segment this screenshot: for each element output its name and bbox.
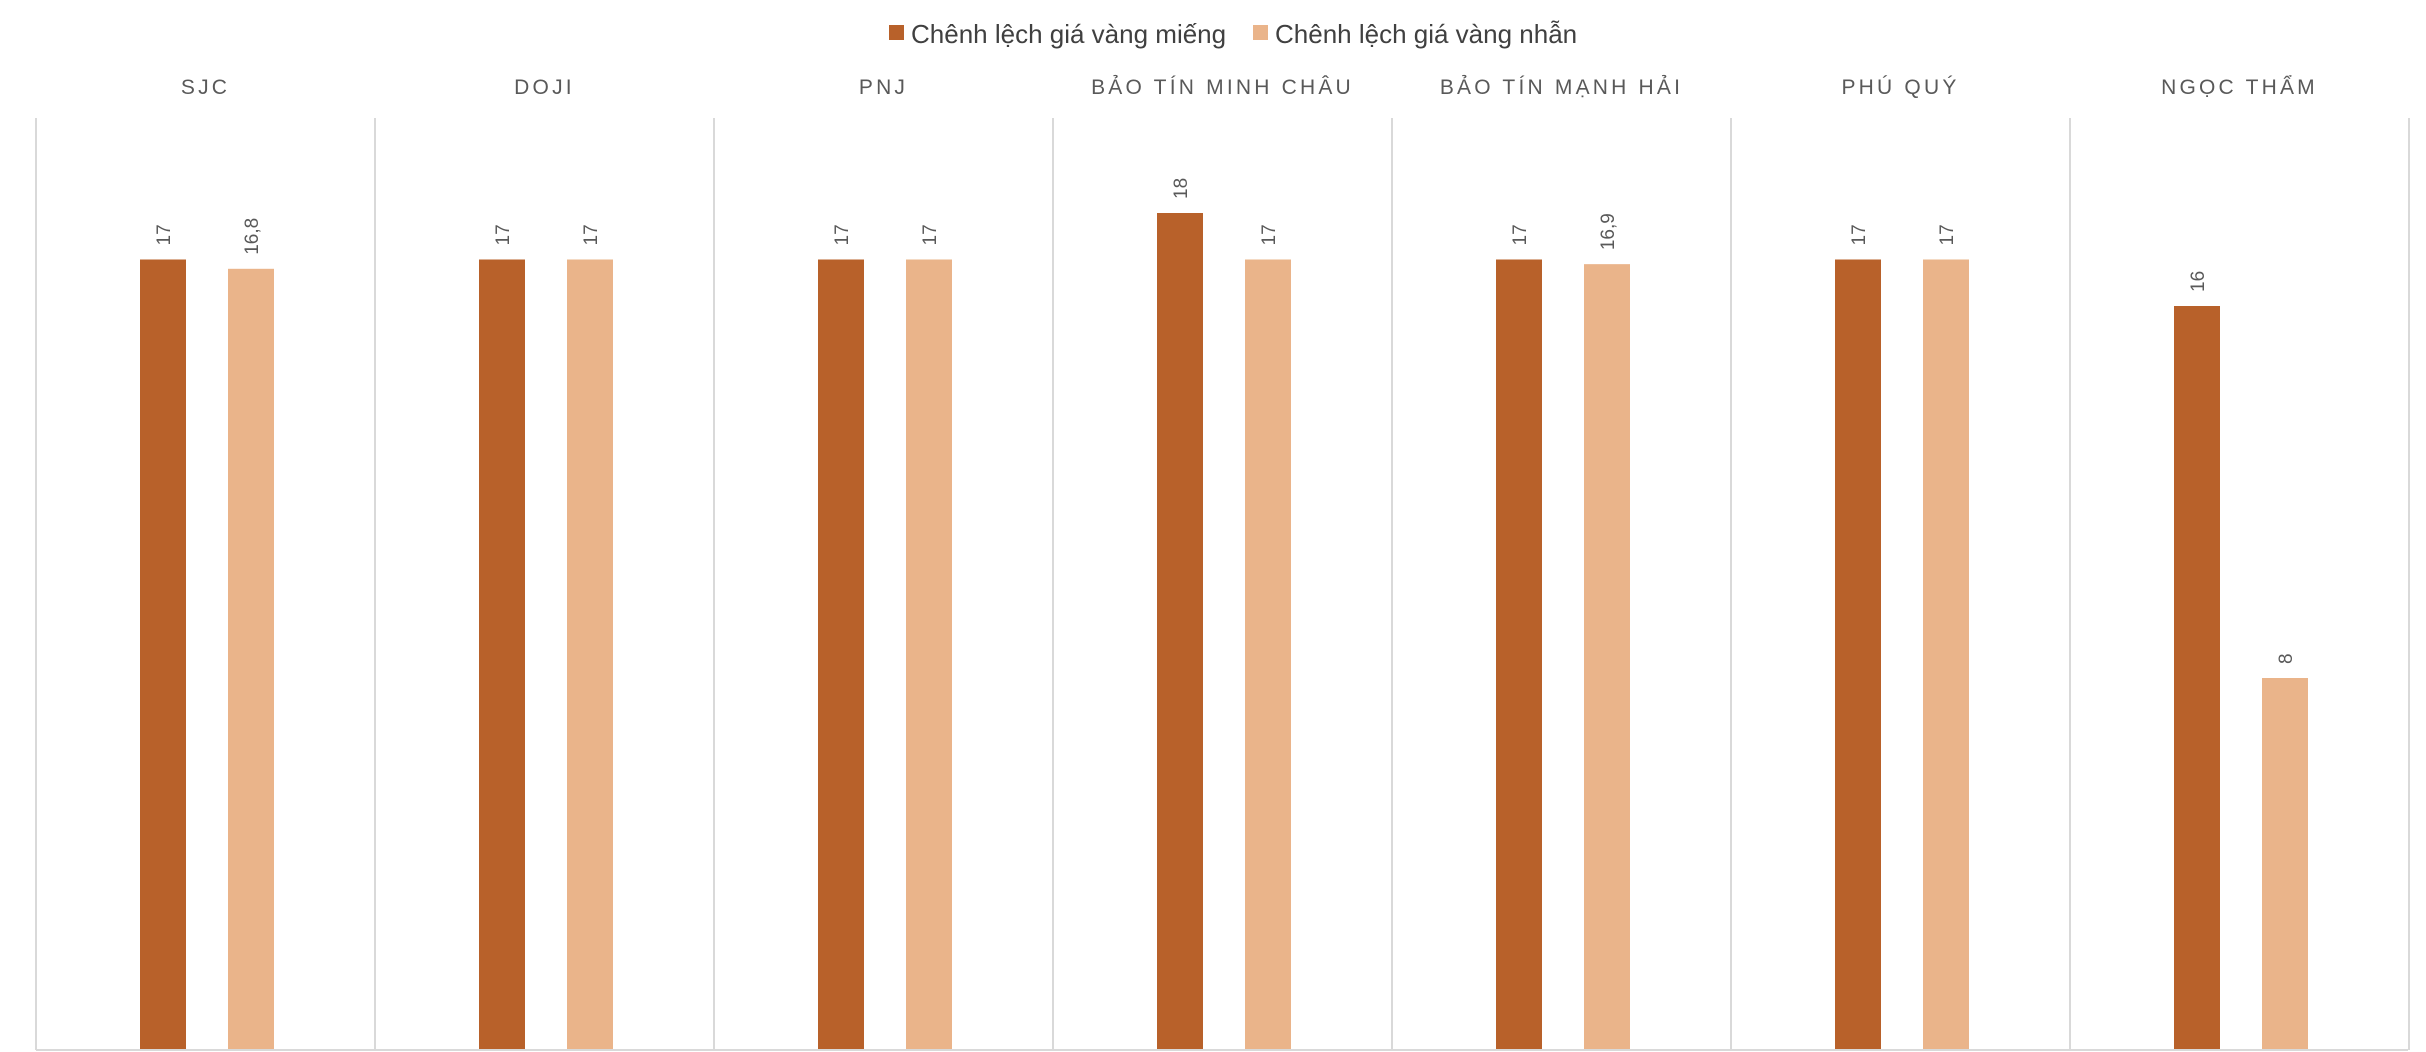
category-label: BẢO TÍN MINH CHÂU <box>1091 76 1354 99</box>
legend-swatch-series-2 <box>1253 25 1268 40</box>
data-label: 17 <box>154 224 175 245</box>
data-label: 17 <box>920 224 941 245</box>
data-label: 16,9 <box>1598 213 1619 250</box>
category-labels: SJC DOJI PNJ BẢO TÍN MINH CHÂU BẢO TÍN MẠNH … <box>181 76 2318 99</box>
panel-dividers <box>35 118 2410 1050</box>
bar-vang-nhan <box>2262 678 2308 1050</box>
legend-swatch-series-1 <box>889 25 904 40</box>
bar-vang-mieng <box>140 259 186 1050</box>
data-label: 17 <box>1849 224 1870 245</box>
data-label: 16 <box>2188 271 2209 292</box>
bar-vang-nhan <box>1584 264 1630 1050</box>
data-label: 17 <box>581 224 602 245</box>
category-label: PHÚ QUÝ <box>1841 76 1959 99</box>
data-labels: 17 17 17 18 17 17 16 16,8 17 17 17 16,9 17 8 <box>154 178 2297 664</box>
data-label: 18 <box>1171 178 1192 199</box>
bars <box>140 213 2308 1050</box>
bar-vang-nhan <box>567 259 613 1050</box>
data-label: 17 <box>493 224 514 245</box>
bar-vang-mieng <box>1835 259 1881 1050</box>
category-label: NGỌC THẨM <box>2161 76 2318 99</box>
category-label: BẢO TÍN MẠNH HẢI <box>1440 76 1683 99</box>
data-label: 17 <box>832 224 853 245</box>
bar-vang-nhan <box>228 268 274 1050</box>
category-label: PNJ <box>859 76 908 99</box>
category-label: SJC <box>181 76 230 99</box>
data-label: 17 <box>1937 224 1958 245</box>
legend-label-series-2: Chênh lệch giá vàng nhẫn <box>1275 19 1577 49</box>
bar-vang-mieng <box>479 259 525 1050</box>
bar-vang-mieng <box>2174 306 2220 1050</box>
bar-vang-nhan <box>1245 259 1291 1050</box>
bar-vang-mieng <box>818 259 864 1050</box>
legend-label-series-1: Chênh lệch giá vàng miếng <box>911 19 1226 49</box>
bar-vang-nhan <box>1923 259 1969 1050</box>
category-label: DOJI <box>514 76 575 99</box>
bar-vang-mieng <box>1496 259 1542 1050</box>
bar-vang-nhan <box>906 259 952 1050</box>
bar-vang-mieng <box>1157 213 1203 1050</box>
data-label: 17 <box>1510 224 1531 245</box>
legend: Chênh lệch giá vàng miếng Chênh lệch giá… <box>889 19 1577 49</box>
data-label: 17 <box>1259 224 1280 245</box>
data-label: 8 <box>2276 653 2297 664</box>
data-label: 16,8 <box>242 218 263 255</box>
